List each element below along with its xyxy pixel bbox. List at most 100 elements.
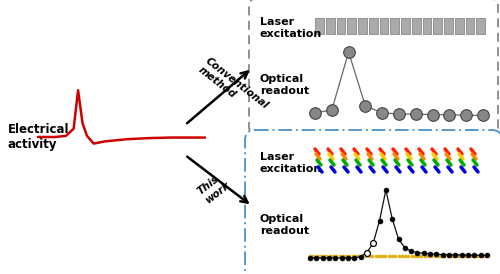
Bar: [369, 18, 378, 34]
Point: [394, 254, 402, 258]
Point: [319, 254, 327, 258]
Point: [388, 254, 396, 258]
Point: [464, 254, 471, 258]
Point: [457, 254, 465, 258]
Point: [483, 254, 491, 258]
Point: [311, 110, 319, 115]
Point: [439, 252, 447, 257]
Point: [332, 254, 340, 258]
Point: [368, 254, 376, 258]
Point: [395, 112, 403, 116]
Point: [470, 254, 478, 258]
Point: [384, 254, 392, 258]
Point: [483, 253, 491, 258]
Point: [407, 249, 415, 253]
Point: [365, 254, 373, 258]
Point: [479, 113, 487, 118]
Bar: [380, 18, 388, 34]
Point: [344, 256, 352, 260]
Point: [428, 254, 436, 258]
Point: [430, 254, 438, 258]
Bar: [347, 18, 356, 34]
Point: [378, 110, 386, 115]
Point: [414, 254, 422, 258]
Text: Conventional
method: Conventional method: [196, 56, 270, 120]
Point: [363, 250, 371, 255]
Bar: [315, 18, 324, 34]
Point: [476, 253, 484, 258]
Bar: [433, 18, 442, 34]
Point: [437, 254, 445, 258]
Point: [336, 254, 344, 258]
Point: [326, 254, 334, 258]
Bar: [358, 18, 367, 34]
Point: [348, 254, 356, 258]
Point: [447, 254, 455, 258]
Point: [424, 254, 432, 258]
Point: [342, 254, 350, 258]
Point: [322, 254, 330, 258]
Point: [355, 254, 363, 258]
Point: [412, 112, 420, 116]
Point: [462, 113, 470, 118]
Point: [420, 251, 428, 255]
Point: [426, 252, 434, 256]
Text: Laser
excitation: Laser excitation: [260, 152, 322, 174]
Point: [434, 254, 442, 258]
Text: Laser
excitation: Laser excitation: [260, 17, 322, 39]
Point: [352, 254, 360, 258]
Point: [454, 254, 462, 258]
Point: [346, 254, 354, 258]
Point: [362, 254, 370, 258]
Bar: [422, 18, 431, 34]
Point: [362, 104, 370, 108]
Point: [404, 254, 412, 258]
Bar: [476, 18, 485, 34]
Point: [338, 256, 345, 260]
Text: Electrical
activity: Electrical activity: [8, 123, 70, 151]
Point: [344, 50, 352, 54]
Point: [460, 254, 468, 258]
Point: [450, 254, 458, 258]
Point: [394, 237, 402, 241]
Text: This
work: This work: [196, 171, 232, 205]
Point: [408, 254, 416, 258]
Point: [391, 254, 399, 258]
Point: [316, 254, 324, 258]
Point: [382, 254, 390, 258]
Point: [339, 254, 347, 258]
Point: [306, 256, 314, 260]
Point: [378, 254, 386, 258]
Bar: [336, 18, 345, 34]
Point: [310, 254, 318, 258]
Point: [446, 113, 454, 117]
Point: [325, 256, 333, 260]
Point: [388, 216, 396, 221]
Point: [369, 241, 377, 245]
Point: [375, 254, 383, 258]
Point: [329, 254, 337, 258]
Point: [372, 254, 380, 258]
Point: [312, 254, 320, 258]
Point: [358, 254, 366, 258]
FancyBboxPatch shape: [245, 130, 500, 274]
Point: [445, 252, 453, 257]
Point: [466, 254, 474, 258]
Point: [411, 254, 419, 258]
Point: [473, 254, 481, 258]
Point: [350, 256, 358, 260]
Point: [452, 253, 460, 257]
Point: [401, 254, 409, 258]
Point: [432, 252, 440, 256]
Point: [306, 254, 314, 258]
Point: [470, 253, 478, 258]
Point: [464, 253, 472, 257]
Point: [418, 254, 426, 258]
Bar: [444, 18, 453, 34]
Point: [312, 256, 320, 260]
Bar: [466, 18, 474, 34]
Point: [382, 188, 390, 192]
Point: [414, 250, 422, 255]
Text: Optical
readout: Optical readout: [260, 74, 309, 96]
Point: [376, 218, 384, 223]
